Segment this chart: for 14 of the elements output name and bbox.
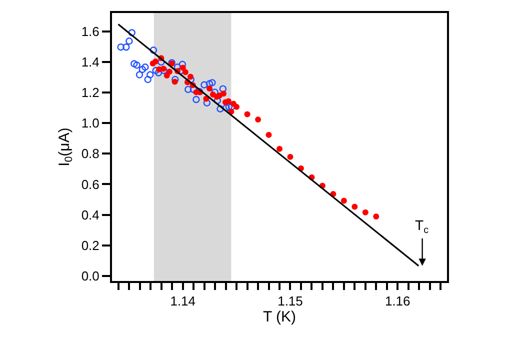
y-tick-label: 1.6: [81, 24, 100, 39]
x-axis-title: T (K): [262, 308, 296, 326]
y-tick-label: 0.4: [81, 207, 100, 222]
y-tick-label: 0.6: [81, 176, 100, 192]
x-tick-label: 1.16: [384, 294, 410, 309]
annotation: T$_{c}$: [415, 217, 429, 236]
y-tick-label: 0.2: [81, 238, 100, 253]
y-tick-label: 1.2: [81, 85, 100, 100]
y-tick-label: 1.0: [81, 116, 100, 131]
x-tick-label: 1.14: [170, 294, 196, 309]
y-tick-label: 0.0: [81, 268, 100, 284]
y-tick-label: 0.8: [81, 146, 100, 162]
x-tick-label: 1.15: [278, 294, 303, 309]
y-tick-label: 1.4: [81, 54, 100, 70]
